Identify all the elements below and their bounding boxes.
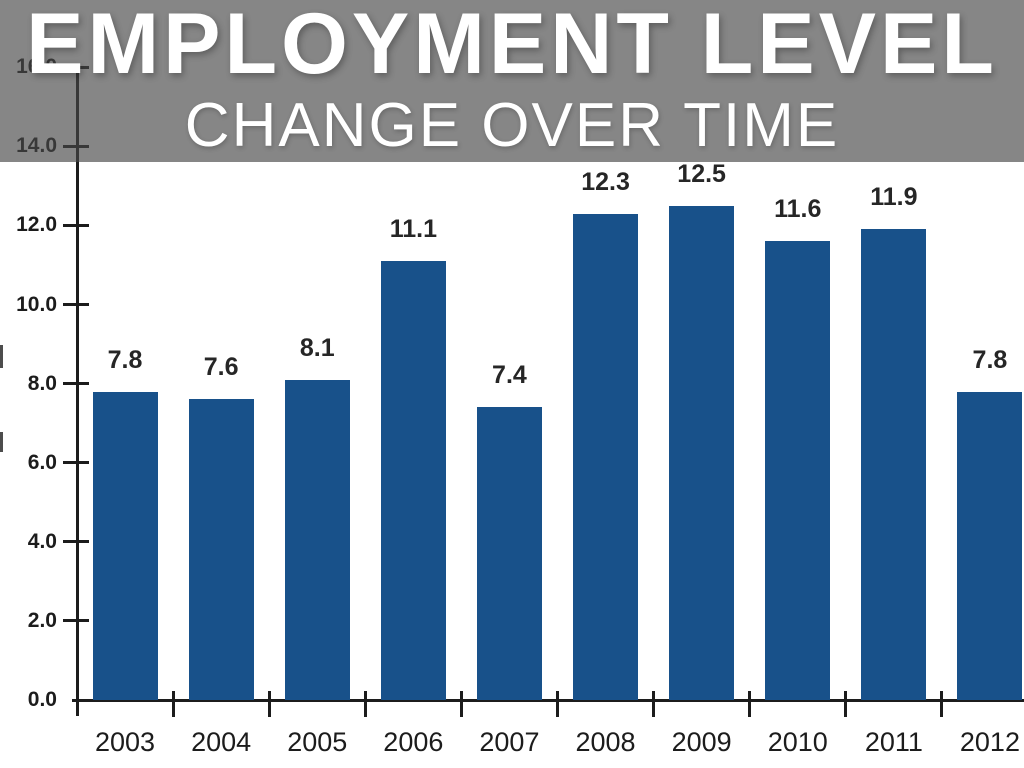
x-tick-label-2011: 2011 [864, 727, 923, 757]
bar-2003 [92, 391, 158, 700]
bar-2008 [573, 213, 639, 700]
x-tick-label-2012: 2012 [959, 727, 1020, 757]
clipped-y-axis-title-fragment [0, 345, 3, 368]
x-tick-mark [652, 691, 656, 717]
bar-2011 [861, 229, 927, 700]
x-tick-label-2006: 2006 [383, 727, 444, 757]
bar-2010 [765, 241, 831, 700]
x-tick-mark [459, 691, 463, 717]
x-tick-label-2007: 2007 [479, 727, 540, 757]
bar-value-label-2008: 12.3 [581, 167, 630, 196]
y-tick-label-12.0: 12.0 [16, 213, 57, 237]
slide-title: EMPLOYMENT LEVEL [26, 0, 998, 92]
title-banner [0, 0, 1024, 162]
y-tick-label-6.0: 6.0 [27, 450, 57, 474]
x-tick-mark [844, 691, 848, 717]
bar-value-label-2003: 7.8 [107, 345, 143, 374]
bar-2006 [380, 260, 446, 700]
x-tick-label-2004: 2004 [191, 727, 252, 757]
bar-value-label-2006: 11.1 [389, 214, 437, 243]
x-tick-mark [556, 691, 559, 717]
bar-value-label-2004: 7.6 [203, 353, 239, 382]
bar-value-label-2010: 11.6 [774, 195, 822, 224]
y-tick-mark-8.0 [63, 382, 89, 386]
y-tick-label-4.0: 4.0 [27, 529, 57, 553]
y-tick-mark-6.0 [63, 461, 89, 465]
x-tick-mark [940, 691, 944, 717]
bar-2009 [669, 205, 735, 700]
bar-value-label-2005: 8.1 [299, 333, 335, 362]
bar-2005 [284, 379, 350, 700]
x-tick-mark [748, 691, 752, 717]
x-tick-label-2008: 2008 [575, 727, 636, 757]
bar-value-label-2009: 12.5 [677, 159, 726, 188]
bar-value-label-2012: 7.8 [972, 345, 1008, 374]
y-tick-mark-2.0 [63, 619, 89, 623]
y-axis-line [76, 67, 79, 716]
x-tick-label-2003: 2003 [95, 727, 156, 757]
x-tick-mark [171, 691, 175, 717]
bar-value-label-2011: 11.9 [870, 183, 918, 212]
slide-subtitle: CHANGE OVER TIME [184, 90, 840, 160]
x-tick-label-2005: 2005 [287, 727, 348, 757]
bar-2012 [957, 391, 1023, 700]
x-tick-label-2010: 2010 [767, 727, 828, 757]
y-tick-mark-12.0 [63, 223, 89, 227]
bar-2007 [476, 407, 542, 700]
x-axis-line [72, 699, 1024, 702]
bar-value-label-2007: 7.4 [492, 361, 527, 390]
y-tick-label-2.0: 2.0 [27, 608, 57, 632]
y-tick-label-10.0: 10.0 [16, 292, 57, 316]
x-tick-mark [267, 691, 271, 717]
clipped-y-axis-title-fragment [0, 432, 3, 452]
y-tick-mark-4.0 [63, 540, 89, 544]
y-tick-label-0.0: 0.0 [27, 688, 57, 711]
bar-2004 [188, 399, 254, 700]
x-tick-label-2009: 2009 [671, 727, 732, 757]
y-tick-label-8.0: 8.0 [27, 371, 57, 395]
x-tick-mark [363, 691, 367, 717]
y-tick-mark-10.0 [63, 303, 89, 306]
